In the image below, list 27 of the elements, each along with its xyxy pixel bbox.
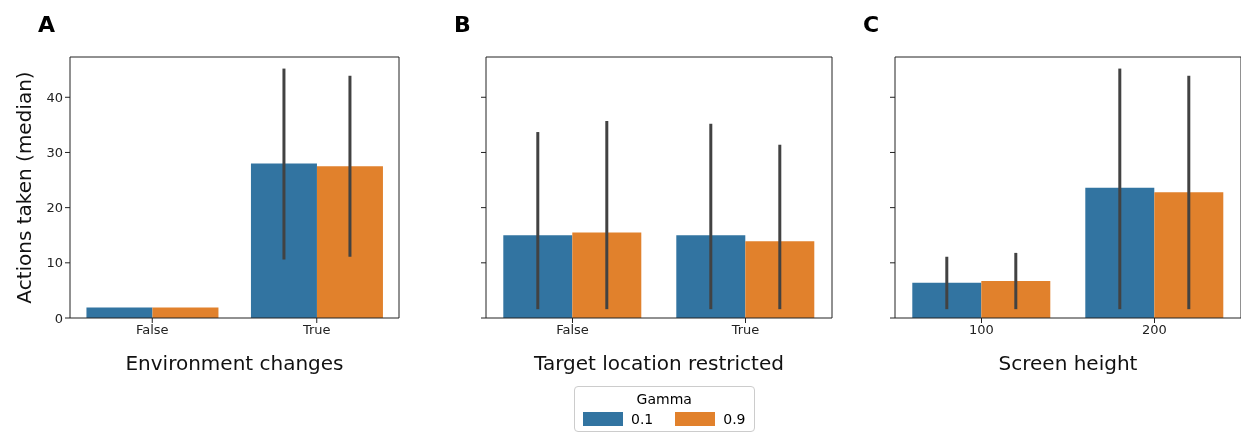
x-tick-label: 200 xyxy=(1142,322,1167,338)
y-tick-label: 40 xyxy=(46,89,63,105)
y-axis-title: Actions taken (median) xyxy=(12,71,37,304)
chart-title: A xyxy=(38,12,56,37)
x-tick-label: False xyxy=(135,322,169,338)
bar xyxy=(250,163,317,318)
x-axis-title: Environment changes xyxy=(125,351,344,375)
y-tick-label: 0 xyxy=(54,310,63,326)
x-tick-label: True xyxy=(730,322,760,338)
y-tick-label: 20 xyxy=(46,200,63,216)
legend-title: Gamma xyxy=(635,391,693,407)
chart-title: B xyxy=(454,12,471,37)
chart-title: C xyxy=(863,12,880,37)
x-axis-title: Target location restricted xyxy=(533,351,784,375)
bar xyxy=(1154,192,1224,318)
y-tick-label: 10 xyxy=(46,255,63,271)
x-tick-label: 100 xyxy=(969,322,994,338)
x-tick-label: True xyxy=(301,322,331,338)
x-axis-title: Screen height xyxy=(998,351,1138,375)
bar xyxy=(316,166,383,318)
bar xyxy=(1085,187,1155,318)
bar xyxy=(981,281,1051,318)
legend-label: 0.9 xyxy=(723,411,746,427)
legend-label: 0.1 xyxy=(631,411,654,427)
x-tick-label: False xyxy=(556,322,589,338)
y-tick-label: 30 xyxy=(46,145,63,161)
bar xyxy=(912,282,982,318)
